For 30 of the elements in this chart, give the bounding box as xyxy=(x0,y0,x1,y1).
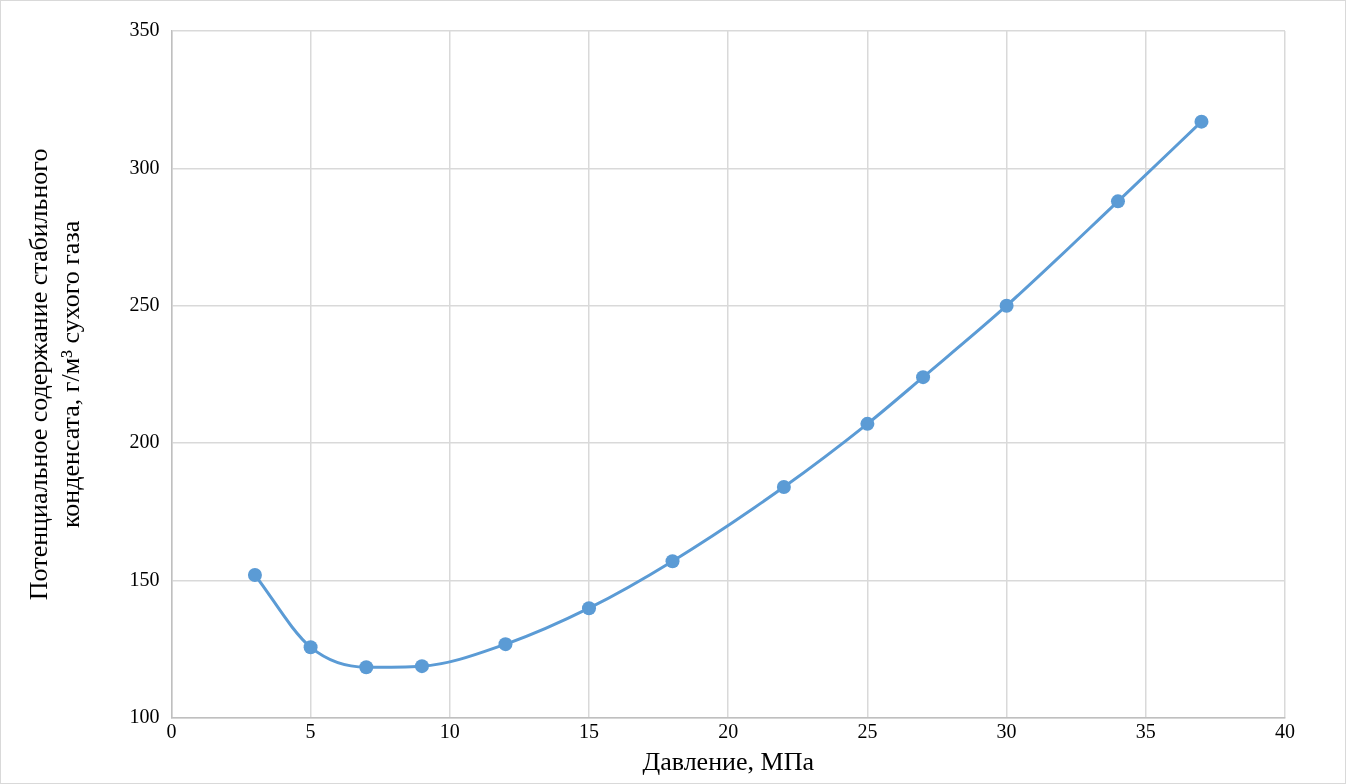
point xyxy=(498,637,513,652)
point xyxy=(247,567,262,582)
x-axis-title: Давление, МПа xyxy=(642,747,815,777)
x-tick-label: 20 xyxy=(718,720,739,743)
point xyxy=(860,416,875,431)
point xyxy=(999,298,1014,313)
x-tick-label: 5 xyxy=(305,720,316,743)
point xyxy=(1194,114,1209,129)
y-tick-label: 150 xyxy=(129,567,160,590)
point xyxy=(359,660,374,675)
x-tick-label: 0 xyxy=(166,720,177,743)
y-tick-label: 100 xyxy=(129,705,160,728)
point xyxy=(303,640,318,655)
point xyxy=(1110,194,1125,209)
y-axis-title: Потенциальное содержание стабильного конденсата, г/м³ сухого газа xyxy=(24,148,85,601)
x-tick-label: 15 xyxy=(579,720,599,743)
y-tick-label: 250 xyxy=(129,292,160,315)
x-tick-label: 10 xyxy=(439,720,460,743)
point xyxy=(414,659,429,674)
point xyxy=(665,554,680,569)
point xyxy=(916,370,931,385)
y-tick-label: 350 xyxy=(129,18,160,41)
x-tick-label: 35 xyxy=(1135,720,1156,743)
x-tick-label: 25 xyxy=(857,720,878,743)
point xyxy=(582,601,596,616)
y-tick-label: 300 xyxy=(129,155,160,178)
point xyxy=(776,480,791,495)
x-tick-label: 40 xyxy=(1275,720,1295,743)
x-tick-label: 30 xyxy=(996,720,1017,743)
y-tick-label: 200 xyxy=(129,430,160,453)
